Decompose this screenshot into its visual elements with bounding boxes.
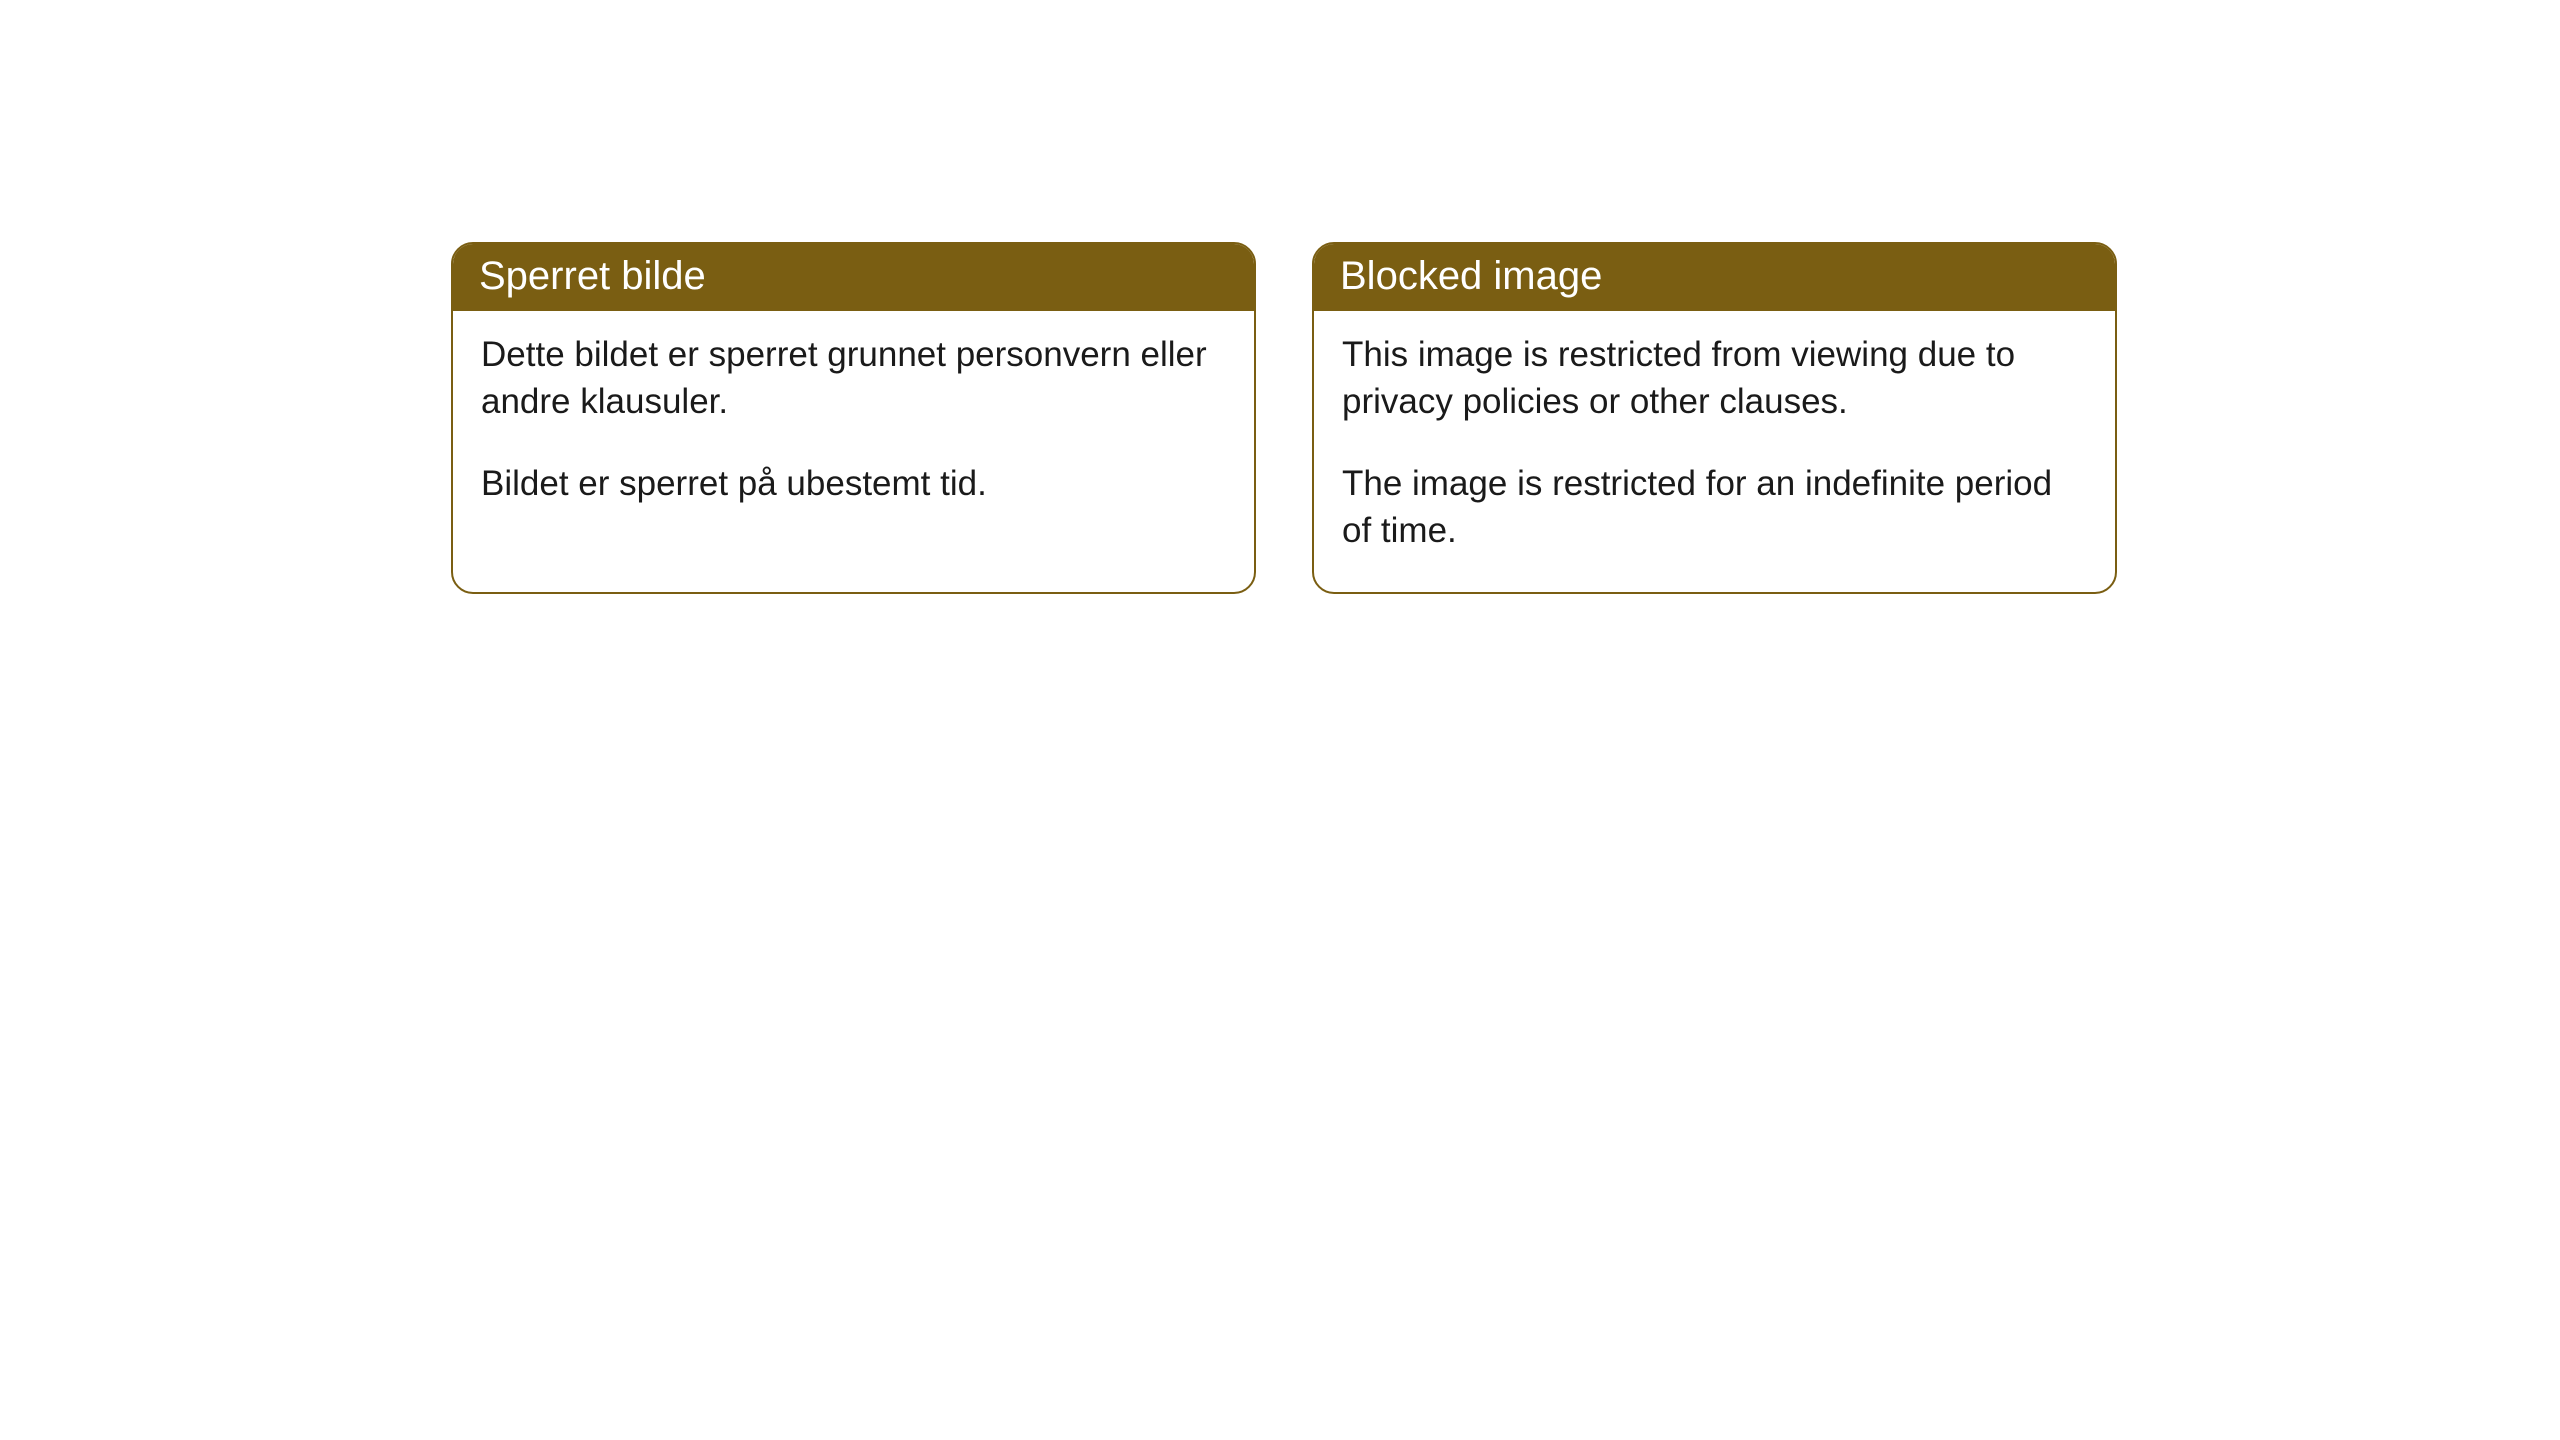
card-paragraph: This image is restricted from viewing du…: [1342, 331, 2087, 426]
card-header-english: Blocked image: [1314, 244, 2115, 311]
cards-container: Sperret bilde Dette bildet er sperret gr…: [0, 0, 2560, 594]
card-body-english: This image is restricted from viewing du…: [1314, 311, 2115, 592]
card-header-norwegian: Sperret bilde: [453, 244, 1254, 311]
card-paragraph: The image is restricted for an indefinit…: [1342, 460, 2087, 555]
card-paragraph: Dette bildet er sperret grunnet personve…: [481, 331, 1226, 426]
card-english: Blocked image This image is restricted f…: [1312, 242, 2117, 594]
card-norwegian: Sperret bilde Dette bildet er sperret gr…: [451, 242, 1256, 594]
card-paragraph: Bildet er sperret på ubestemt tid.: [481, 460, 1226, 507]
card-body-norwegian: Dette bildet er sperret grunnet personve…: [453, 311, 1254, 545]
